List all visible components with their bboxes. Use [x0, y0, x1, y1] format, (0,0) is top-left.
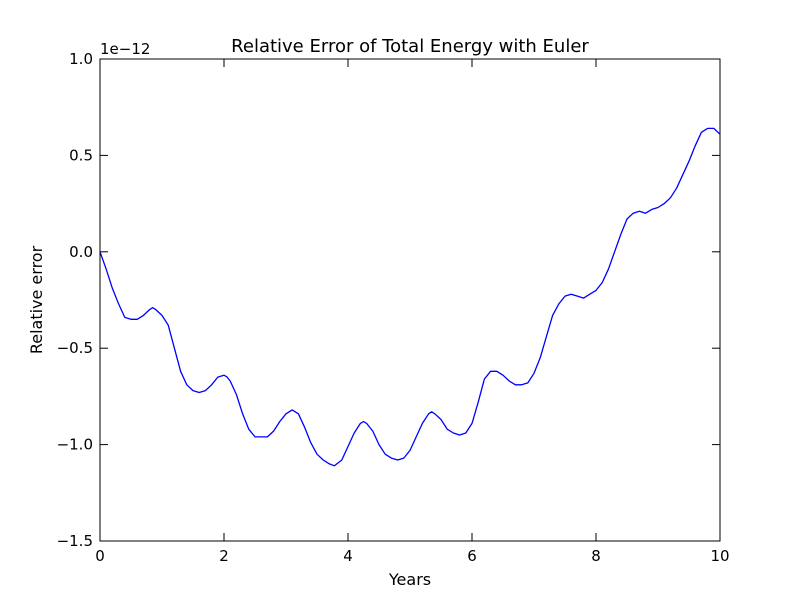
- series-line: [99, 127, 721, 467]
- y-tick-label: −0.5: [57, 339, 93, 357]
- x-tick-label: 6: [467, 547, 477, 565]
- x-tick-label: 0: [95, 547, 105, 565]
- y-offset-label: 1e−12: [100, 40, 150, 58]
- y-tick-label: 0.5: [69, 146, 93, 164]
- y-tick-label: 0.0: [69, 243, 93, 261]
- x-tick-label: 4: [343, 547, 353, 565]
- x-tick-label: 10: [710, 547, 729, 565]
- y-tick-label: 1.0: [69, 50, 93, 68]
- chart-title: Relative Error of Total Energy with Eule…: [231, 36, 589, 57]
- y-tick-label: −1.5: [57, 532, 93, 550]
- y-axis-label: Relative error: [27, 245, 46, 354]
- y-tick-label: −1.0: [57, 436, 93, 454]
- x-tick-label: 8: [591, 547, 601, 565]
- plot-frame: [99, 58, 721, 542]
- x-axis-label: Years: [388, 570, 431, 589]
- x-tick-label: 2: [219, 547, 229, 565]
